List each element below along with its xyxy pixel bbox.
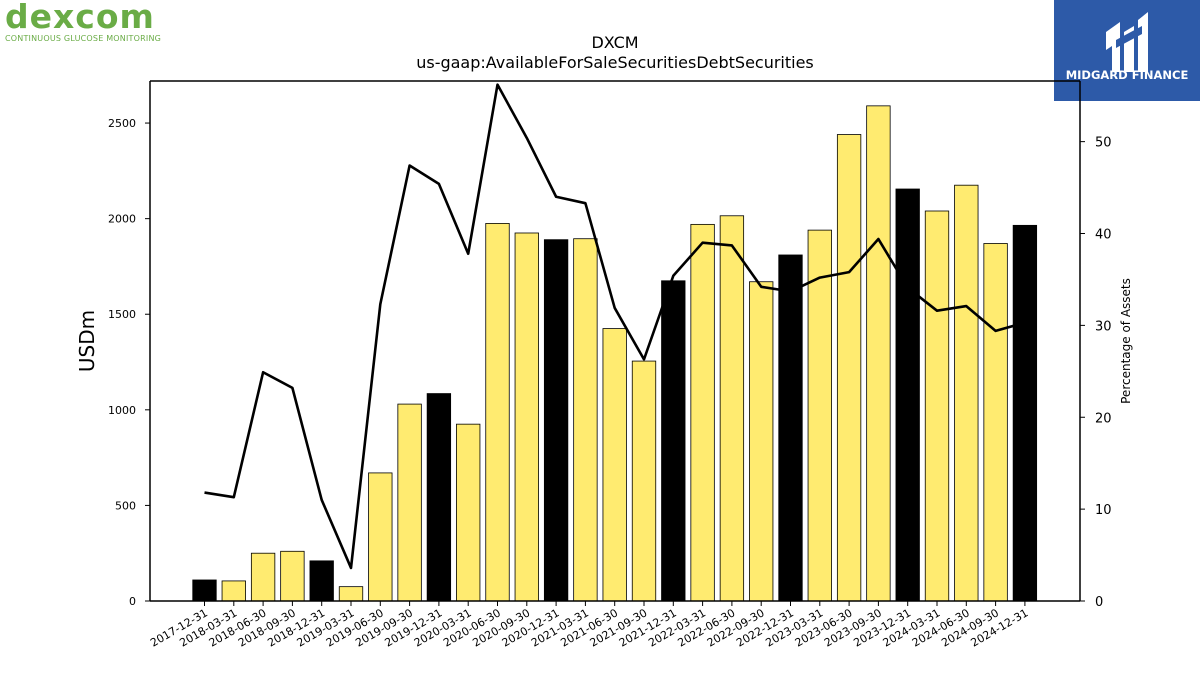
y2-tick-label: 50 — [1095, 136, 1112, 151]
bar-series — [192, 105, 1038, 602]
bar-2024-03-31 — [924, 210, 950, 602]
bar-2021-09-30 — [631, 360, 657, 602]
midgard-finance-logo: MIDGARD FINANCE — [1054, 0, 1200, 101]
dexcom-logo-subtitle: CONTINUOUS GLUCOSE MONITORING — [5, 34, 162, 43]
bar-2017-12-31 — [192, 579, 217, 602]
line-series — [204, 83, 1026, 570]
bar-2020-09-30 — [514, 232, 539, 602]
bar-2021-03-31 — [573, 238, 598, 602]
bar-2018-09-30 — [280, 550, 305, 602]
bar-2023-06-30 — [836, 134, 862, 602]
chart-subtitle: us-gaap:AvailableForSaleSecuritiesDebtSe… — [416, 53, 814, 72]
bar-2020-03-31 — [456, 423, 481, 602]
bar-2019-09-30 — [397, 403, 422, 602]
bar-2022-03-31 — [690, 223, 715, 602]
dexcom-logo-wordmark: dexcom — [5, 0, 155, 36]
midgard-monogram-icon — [1106, 12, 1148, 72]
y-tick-label: 500 — [115, 499, 136, 512]
y2-tick-label: 40 — [1095, 228, 1112, 243]
y2-tick-label: 0 — [1095, 595, 1103, 610]
bar-2019-12-31 — [426, 393, 452, 602]
bar-2022-09-30 — [749, 281, 774, 602]
y-tick-label: 0 — [129, 595, 136, 608]
bar-2023-09-30 — [866, 105, 891, 602]
y-axis-right-label: Percentage of Assets — [1119, 278, 1133, 404]
y-tick-label: 1000 — [108, 404, 136, 417]
x-axis-ticks: 2017-12-312018-03-312018-06-302018-09-30… — [148, 601, 1030, 650]
bar-2021-06-30 — [602, 328, 627, 602]
chart-title: DXCM — [591, 33, 638, 52]
bar-2018-12-31 — [309, 560, 334, 602]
y2-tick-label: 10 — [1095, 503, 1112, 518]
midgard-finance-wordmark: MIDGARD FINANCE — [1065, 68, 1189, 82]
y2-tick-label: 30 — [1095, 319, 1112, 334]
y-tick-label: 1500 — [108, 308, 136, 321]
percentage-of-assets-line — [204, 83, 1026, 570]
bar-2018-06-30 — [250, 552, 276, 602]
bar-2022-12-31 — [778, 254, 803, 602]
y-tick-label: 2500 — [108, 117, 136, 130]
y-axis-right-ticks: 0 10 20 30 40 50 — [1080, 136, 1112, 610]
y2-tick-label: 20 — [1095, 411, 1112, 426]
bar-2024-12-31 — [1012, 224, 1038, 602]
y-axis-left-label: USDm — [75, 310, 99, 372]
bar-2024-06-30 — [954, 184, 979, 602]
bar-2020-06-30 — [485, 223, 510, 602]
bar-2020-12-31 — [543, 239, 569, 602]
dexcom-logo: dexcom CONTINUOUS GLUCOSE MONITORING — [5, 0, 161, 43]
bar-2019-06-30 — [368, 472, 393, 602]
bar-2019-03-31 — [338, 586, 364, 602]
y-axis-left-ticks: 0 500 1000 1500 2000 2500 — [108, 117, 150, 608]
bar-2023-03-31 — [807, 229, 832, 602]
bar-2018-03-31 — [221, 580, 246, 602]
y-tick-label: 2000 — [108, 213, 136, 226]
bar-2023-12-31 — [895, 188, 920, 602]
bar-2024-09-30 — [983, 243, 1008, 602]
bar-2021-12-31 — [661, 280, 686, 602]
bar-2022-06-30 — [719, 215, 745, 602]
